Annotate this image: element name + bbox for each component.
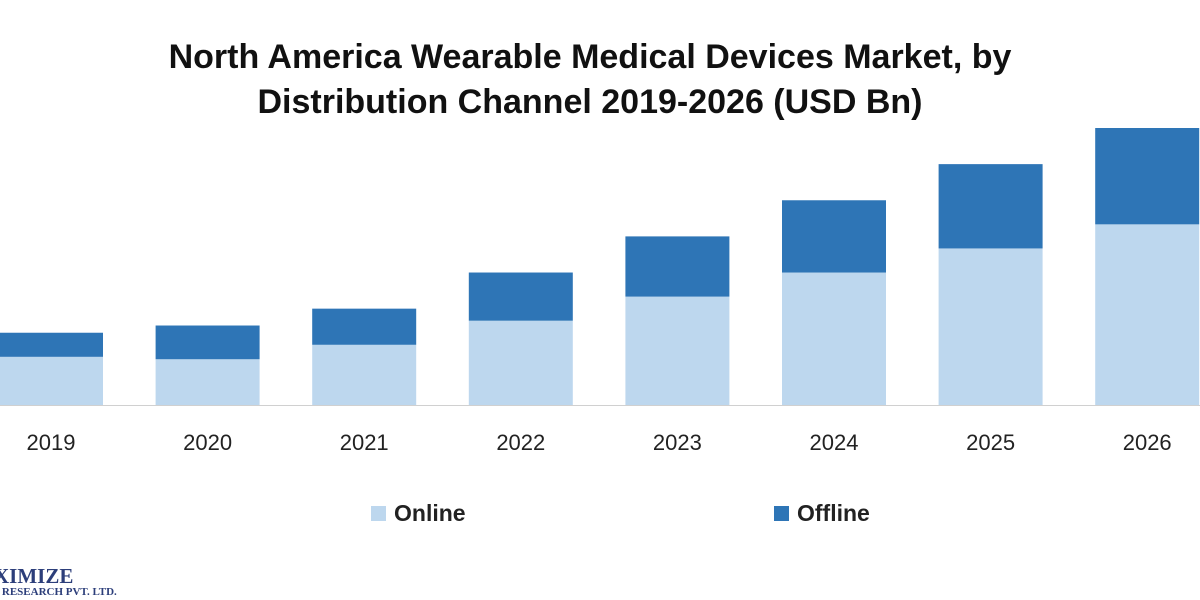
- x-tick-label-2025: 2025: [966, 430, 1015, 455]
- bar-offline-2025: [938, 164, 1043, 249]
- x-tick-label-2021: 2021: [340, 430, 389, 455]
- legend-label-offline: Offline: [797, 499, 870, 526]
- bar-online-2020: [155, 359, 260, 405]
- x-tick-label-2023: 2023: [653, 430, 702, 455]
- bar-online-2024: [782, 272, 886, 405]
- bar-online-2026: [1095, 224, 1200, 405]
- bar-offline-2024: [782, 200, 886, 273]
- company-logo: XIMIZE T RESEARCH PVT. LTD.: [0, 566, 117, 599]
- x-tick-label-2024: 2024: [810, 430, 859, 455]
- legend-label-online: Online: [394, 499, 466, 526]
- bar-online-2023: [625, 296, 730, 405]
- chart-title-line-2: Distribution Channel 2019-2026 (USD Bn): [257, 83, 923, 121]
- x-tick-label-2020: 2020: [183, 430, 232, 455]
- bar-online-2025: [938, 248, 1043, 405]
- legend-swatch-offline: [774, 505, 789, 521]
- bar-online-2022: [468, 320, 573, 405]
- bar-offline-2021: [312, 308, 417, 345]
- x-tick-label-2026: 2026: [1123, 430, 1172, 455]
- bar-offline-2019: [0, 332, 103, 357]
- bar-online-2019: [0, 356, 103, 405]
- chart-title-line-1: North America Wearable Medical Devices M…: [168, 38, 1012, 76]
- logo-sub-text: T RESEARCH PVT. LTD.: [0, 586, 117, 598]
- bar-offline-2023: [625, 236, 730, 297]
- x-tick-label-2019: 2019: [27, 430, 76, 455]
- logo-main-text: XIMIZE: [0, 564, 74, 588]
- legend-swatch-online: [371, 505, 386, 521]
- bar-offline-2026: [1095, 128, 1200, 225]
- x-tick-label-2022: 2022: [496, 430, 545, 455]
- chart-title: North America Wearable Medical Devices M…: [0, 35, 1180, 125]
- bar-offline-2022: [468, 272, 573, 321]
- legend-item-offline: Offline: [774, 500, 870, 526]
- bar-online-2021: [312, 344, 417, 405]
- bar-offline-2020: [155, 325, 260, 360]
- legend-item-online: Online: [371, 500, 466, 526]
